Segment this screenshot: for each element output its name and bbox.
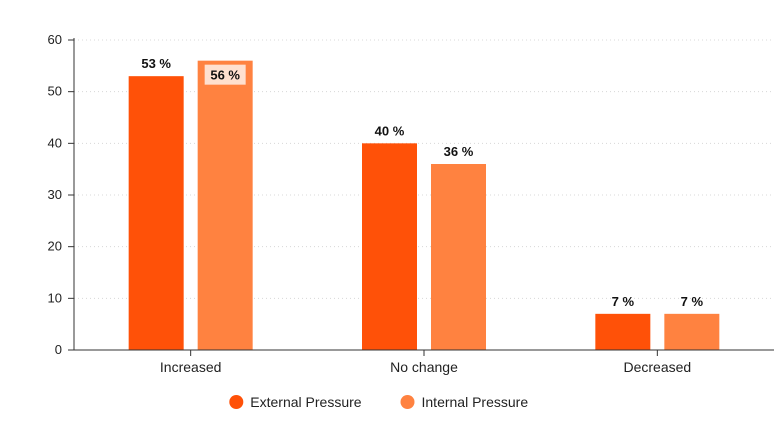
bar-external-pressure[interactable] (128, 76, 184, 351)
y-tick-label: 30 (48, 187, 62, 202)
bar-internal-pressure[interactable] (664, 313, 720, 350)
bar-internal-pressure[interactable] (197, 60, 253, 351)
data-label: 56 % (210, 68, 240, 83)
data-label-background (204, 64, 246, 85)
legend-label[interactable]: Internal Pressure (422, 394, 529, 410)
legend[interactable]: External Pressure Internal Pressure (229, 394, 528, 410)
y-tick-label: 10 (48, 290, 62, 305)
x-tick-label: Increased (160, 359, 221, 375)
x-tick-label: Decreased (623, 359, 691, 375)
data-label: 53 % (141, 56, 171, 71)
bar-external-pressure[interactable] (595, 313, 651, 350)
bar-external-pressure[interactable] (362, 143, 417, 350)
x-axis: Increased No change Decreased (74, 349, 774, 375)
gridlines (74, 39, 774, 299)
y-tick-label: 20 (48, 239, 62, 254)
data-label: 7 % (681, 294, 704, 309)
data-label: 40 % (375, 123, 405, 138)
x-tick-label: No change (390, 359, 458, 375)
y-axis: 0 10 20 30 40 50 60 (48, 32, 75, 357)
bars: 53 % 56 % 40 % 36 % 7 % 7 % (128, 56, 720, 351)
bar-internal-pressure[interactable] (431, 164, 486, 350)
y-tick-label: 60 (48, 32, 62, 47)
y-tick-label: 0 (55, 342, 62, 357)
y-tick-label: 50 (48, 84, 62, 99)
legend-label[interactable]: External Pressure (250, 394, 361, 410)
data-label: 7 % (612, 294, 635, 309)
y-tick-label: 40 (48, 135, 62, 150)
legend-marker-icon[interactable] (229, 395, 244, 409)
legend-marker-icon[interactable] (400, 395, 415, 409)
data-label: 36 % (444, 144, 474, 159)
